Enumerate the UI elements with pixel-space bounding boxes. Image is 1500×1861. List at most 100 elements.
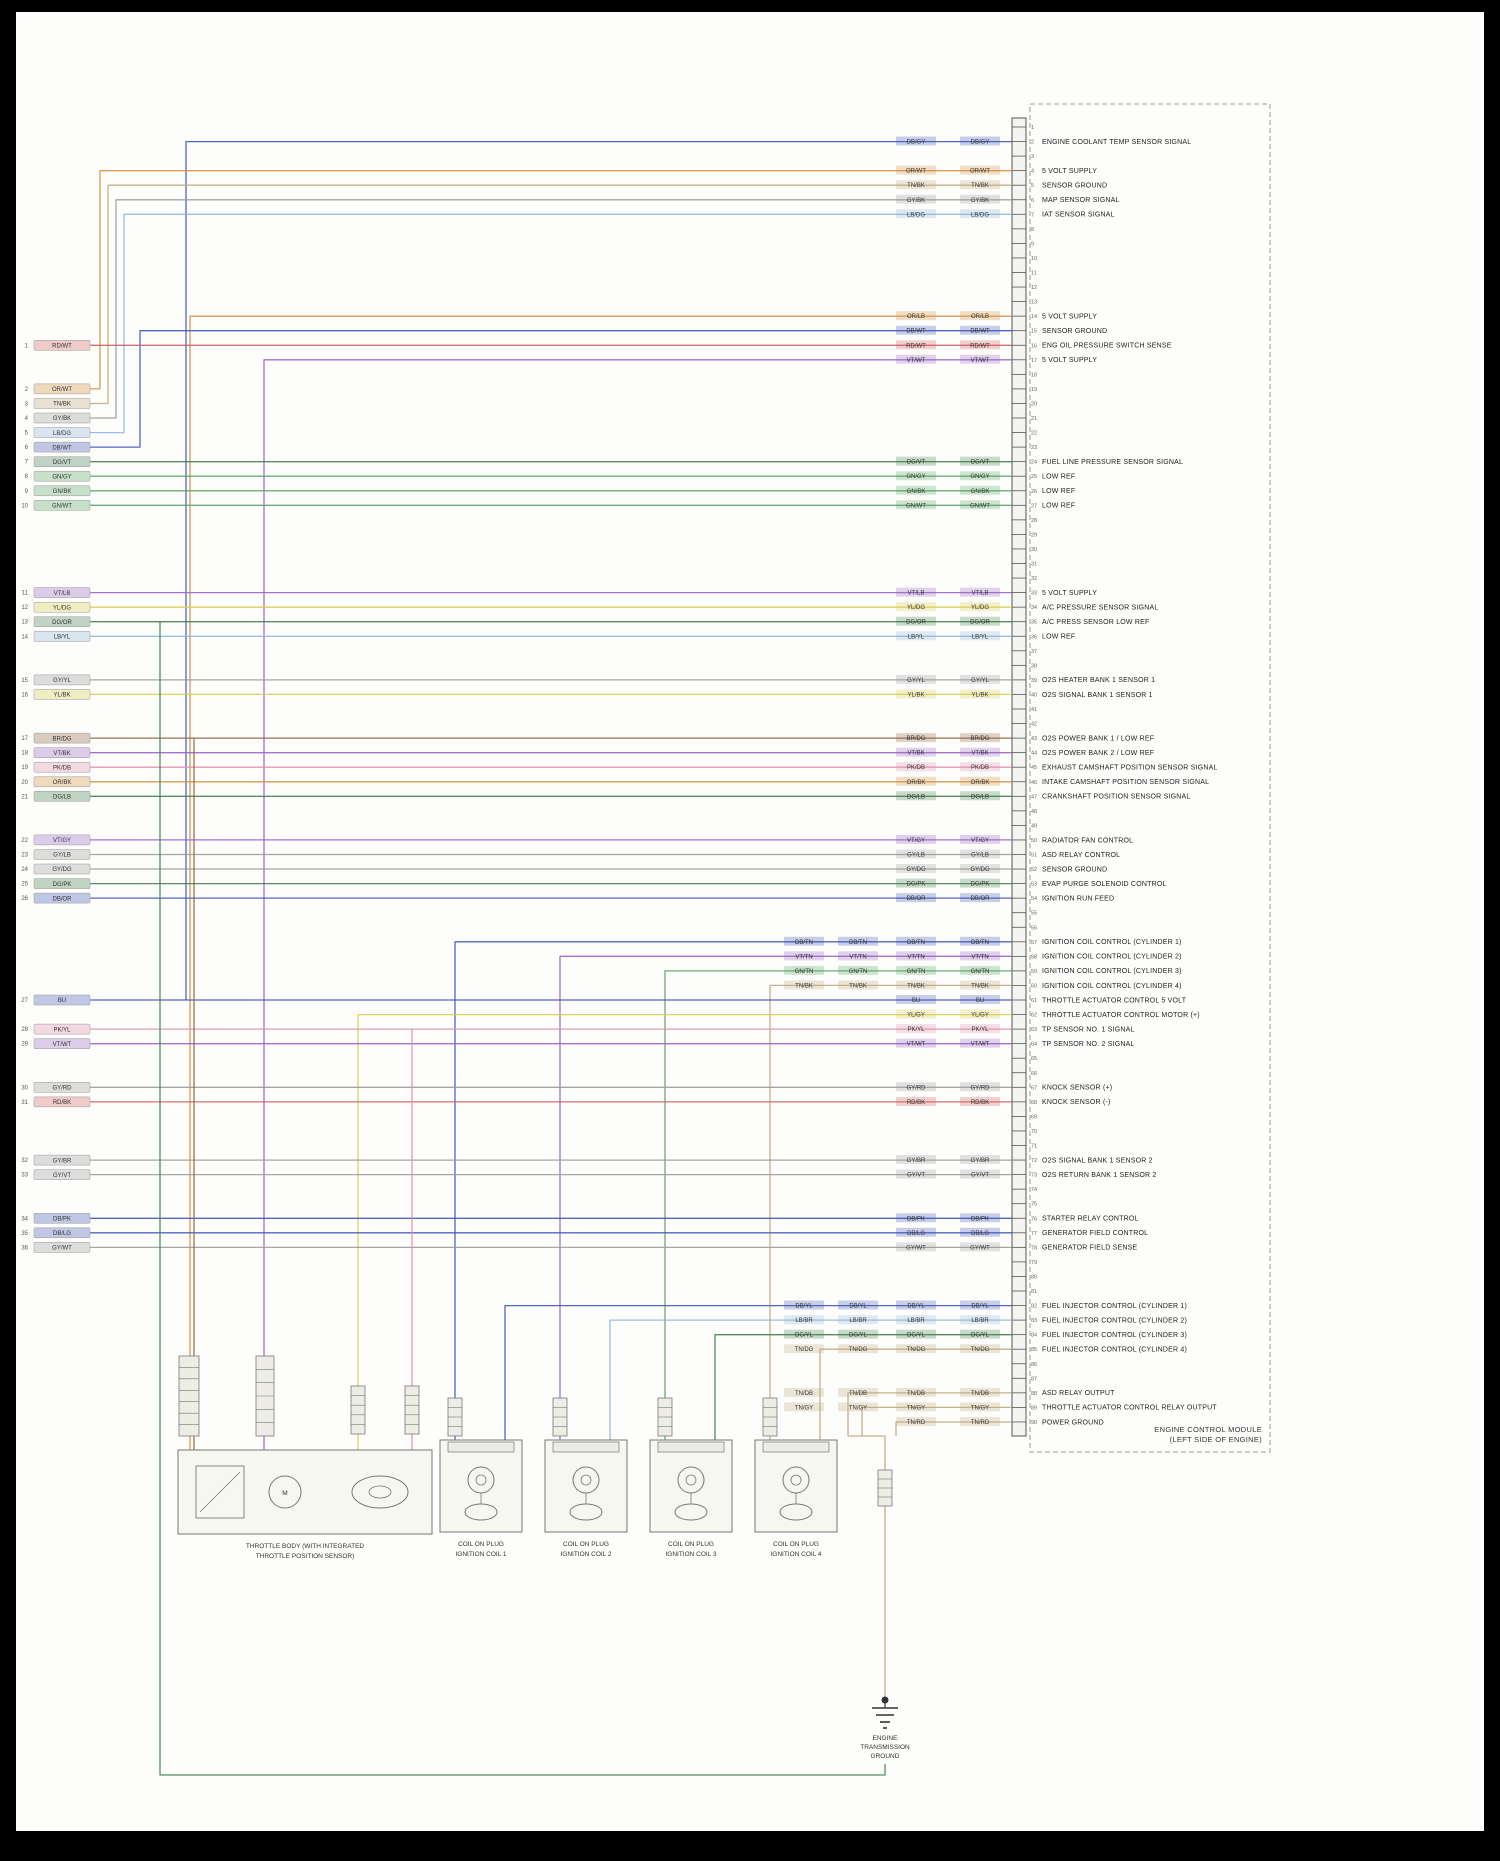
wire-code-label: GN/TN xyxy=(849,969,868,975)
ecm-pin-number: 47 xyxy=(1031,794,1037,800)
harness-pin-number: 17 xyxy=(21,736,28,742)
wire-code-chip xyxy=(960,209,1000,219)
wire-code-chip xyxy=(784,936,824,946)
ecm-pin-number: 80 xyxy=(1031,1274,1037,1280)
wire-code-label: TN/DG xyxy=(795,1347,814,1353)
ecm-circuit-label: 5 VOLT SUPPLY xyxy=(1042,590,1097,597)
harness-wire-chip xyxy=(33,1242,91,1253)
wire-code-chip xyxy=(896,776,936,786)
wire-code-label: DB/YL xyxy=(795,1304,813,1310)
wire-code-label: VT/GY xyxy=(907,838,925,844)
spark-plug xyxy=(464,1503,498,1521)
wire-code-chip xyxy=(896,1038,936,1048)
ecm-pin-number: 24 xyxy=(1031,460,1037,466)
wire-code-chip xyxy=(838,1300,878,1310)
ecm-connector-strip xyxy=(1011,117,1027,1437)
harness-pin-number: 30 xyxy=(21,1085,28,1091)
harness-wire-chip xyxy=(33,456,91,467)
ecm-pin-number: 68 xyxy=(1031,1100,1037,1106)
ecm-circuit-label: O2S HEATER BANK 1 SENSOR 1 xyxy=(1042,677,1155,684)
throttle-gear-inner xyxy=(368,1485,392,1499)
harness-wire-code: GY/VT xyxy=(53,1173,71,1179)
wire-code-label: DB/OR xyxy=(970,896,990,902)
ecm-pin-number: 81 xyxy=(1031,1289,1037,1295)
harness-wire-code: GY/BK xyxy=(53,416,71,422)
harness-wire-chip xyxy=(33,427,91,438)
wire-code-chip xyxy=(896,1082,936,1092)
ecm-pin-number: 4 xyxy=(1031,169,1034,175)
wire-code-chip xyxy=(838,1387,878,1397)
wire-code-chip xyxy=(896,995,936,1004)
wire-gy-bk xyxy=(90,199,1012,419)
wire-code-chip xyxy=(960,893,1000,903)
wire-code-chip xyxy=(838,936,878,946)
wire-code-label: TN/BK xyxy=(907,983,925,989)
wire-code-label: PK/YL xyxy=(971,1027,989,1033)
wire-code-label: YL/GY xyxy=(907,1013,925,1019)
harness-pin-number: 3 xyxy=(25,402,29,408)
wire-code-label: OR/WT xyxy=(970,169,990,175)
ecm-circuit-label: IGNITION COIL CONTROL (CYLINDER 1) xyxy=(1042,939,1182,946)
wire-code-label: YL/BK xyxy=(907,692,924,698)
harness-pin-number: 24 xyxy=(21,867,28,873)
ecm-circuit-label: ASD RELAY OUTPUT xyxy=(1042,1390,1115,1397)
wire-code-label: DG/VT xyxy=(907,460,926,466)
harness-wire-chip xyxy=(33,1213,91,1224)
ecm-title-line1: ENGINE CONTROL MODULE xyxy=(1154,1425,1262,1434)
inline-connector xyxy=(404,1385,420,1435)
wire-code-label: PK/DB xyxy=(971,765,989,771)
wire-db-gy xyxy=(185,140,1012,1000)
wire-code-chip xyxy=(896,1387,936,1397)
wire-code-label: DG/YL xyxy=(971,1333,990,1339)
wire-code-chip xyxy=(960,194,1000,204)
ecm-pin-number: 70 xyxy=(1031,1129,1037,1135)
ecm-pin-number: 21 xyxy=(1031,416,1037,422)
wire-code-label: PK/YL xyxy=(907,1027,925,1033)
wire-code-label: DG/PK xyxy=(971,882,990,888)
harness-pin-number: 22 xyxy=(21,838,28,844)
wire-code-chip xyxy=(896,471,936,481)
wire-code-label: DB/YL xyxy=(971,1304,989,1310)
ecm-pin-number: 51 xyxy=(1031,853,1037,859)
harness-pin-number: 13 xyxy=(21,620,28,626)
ecm-pin-number: 32 xyxy=(1031,576,1037,582)
wire-code-chip xyxy=(896,1329,936,1339)
ecm-pin-number: 35 xyxy=(1031,620,1037,626)
wire-code-label: VT/LB xyxy=(972,591,989,597)
ecm-circuit-label: GENERATOR FIELD CONTROL xyxy=(1042,1230,1148,1237)
harness-wire-chip xyxy=(33,470,91,482)
ecm-pin-number: 78 xyxy=(1031,1245,1037,1251)
spark-plug xyxy=(569,1503,603,1521)
harness-pin-number: 36 xyxy=(21,1245,28,1251)
wire-code-chip xyxy=(896,136,936,146)
harness-wire-chip xyxy=(33,1096,91,1108)
wire-code-label: OR/BK xyxy=(971,780,990,786)
harness-wire-code: DB/OR xyxy=(52,896,72,902)
ecm-circuit-label: LOW REF xyxy=(1042,488,1075,495)
wire-code-chip xyxy=(896,485,936,495)
wire-code-chip xyxy=(896,951,936,961)
throttle-body-label-line2: THROTTLE POSITION SENSOR) xyxy=(256,1553,355,1560)
ecm-pin-number: 90 xyxy=(1031,1420,1037,1426)
ecm-circuit-label: IGNITION COIL CONTROL (CYLINDER 3) xyxy=(1042,968,1182,975)
wire-code-label: DB/LG xyxy=(971,1231,989,1237)
harness-wire-chip xyxy=(33,761,91,773)
wire-code-label: DB/PK xyxy=(971,1216,989,1222)
ecm-pin-number: 79 xyxy=(1031,1260,1037,1266)
ignition-coil-core xyxy=(475,1474,487,1486)
wire-code-chip xyxy=(896,762,936,772)
wire-code-label: DG/OR xyxy=(970,620,990,626)
wire-code-chip xyxy=(896,936,936,946)
throttle-motor xyxy=(268,1475,302,1509)
wire-code-label: GY/BK xyxy=(971,198,989,204)
wire-code-label: LB/BR xyxy=(849,1318,867,1324)
ecm-circuit-label: ASD RELAY CONTROL xyxy=(1042,852,1120,859)
wire-code-chip xyxy=(960,180,1000,190)
ecm-circuit-label: O2S SIGNAL BANK 1 SENSOR 1 xyxy=(1042,692,1153,699)
ecm-circuit-label: STARTER RELAY CONTROL xyxy=(1042,1216,1139,1223)
wire-code-label: VT/WT xyxy=(907,1042,926,1048)
harness-pin-number: 15 xyxy=(21,678,28,684)
wire-code-label: DB/LG xyxy=(907,1231,925,1237)
wire-code-label: VT/BK xyxy=(907,751,924,757)
